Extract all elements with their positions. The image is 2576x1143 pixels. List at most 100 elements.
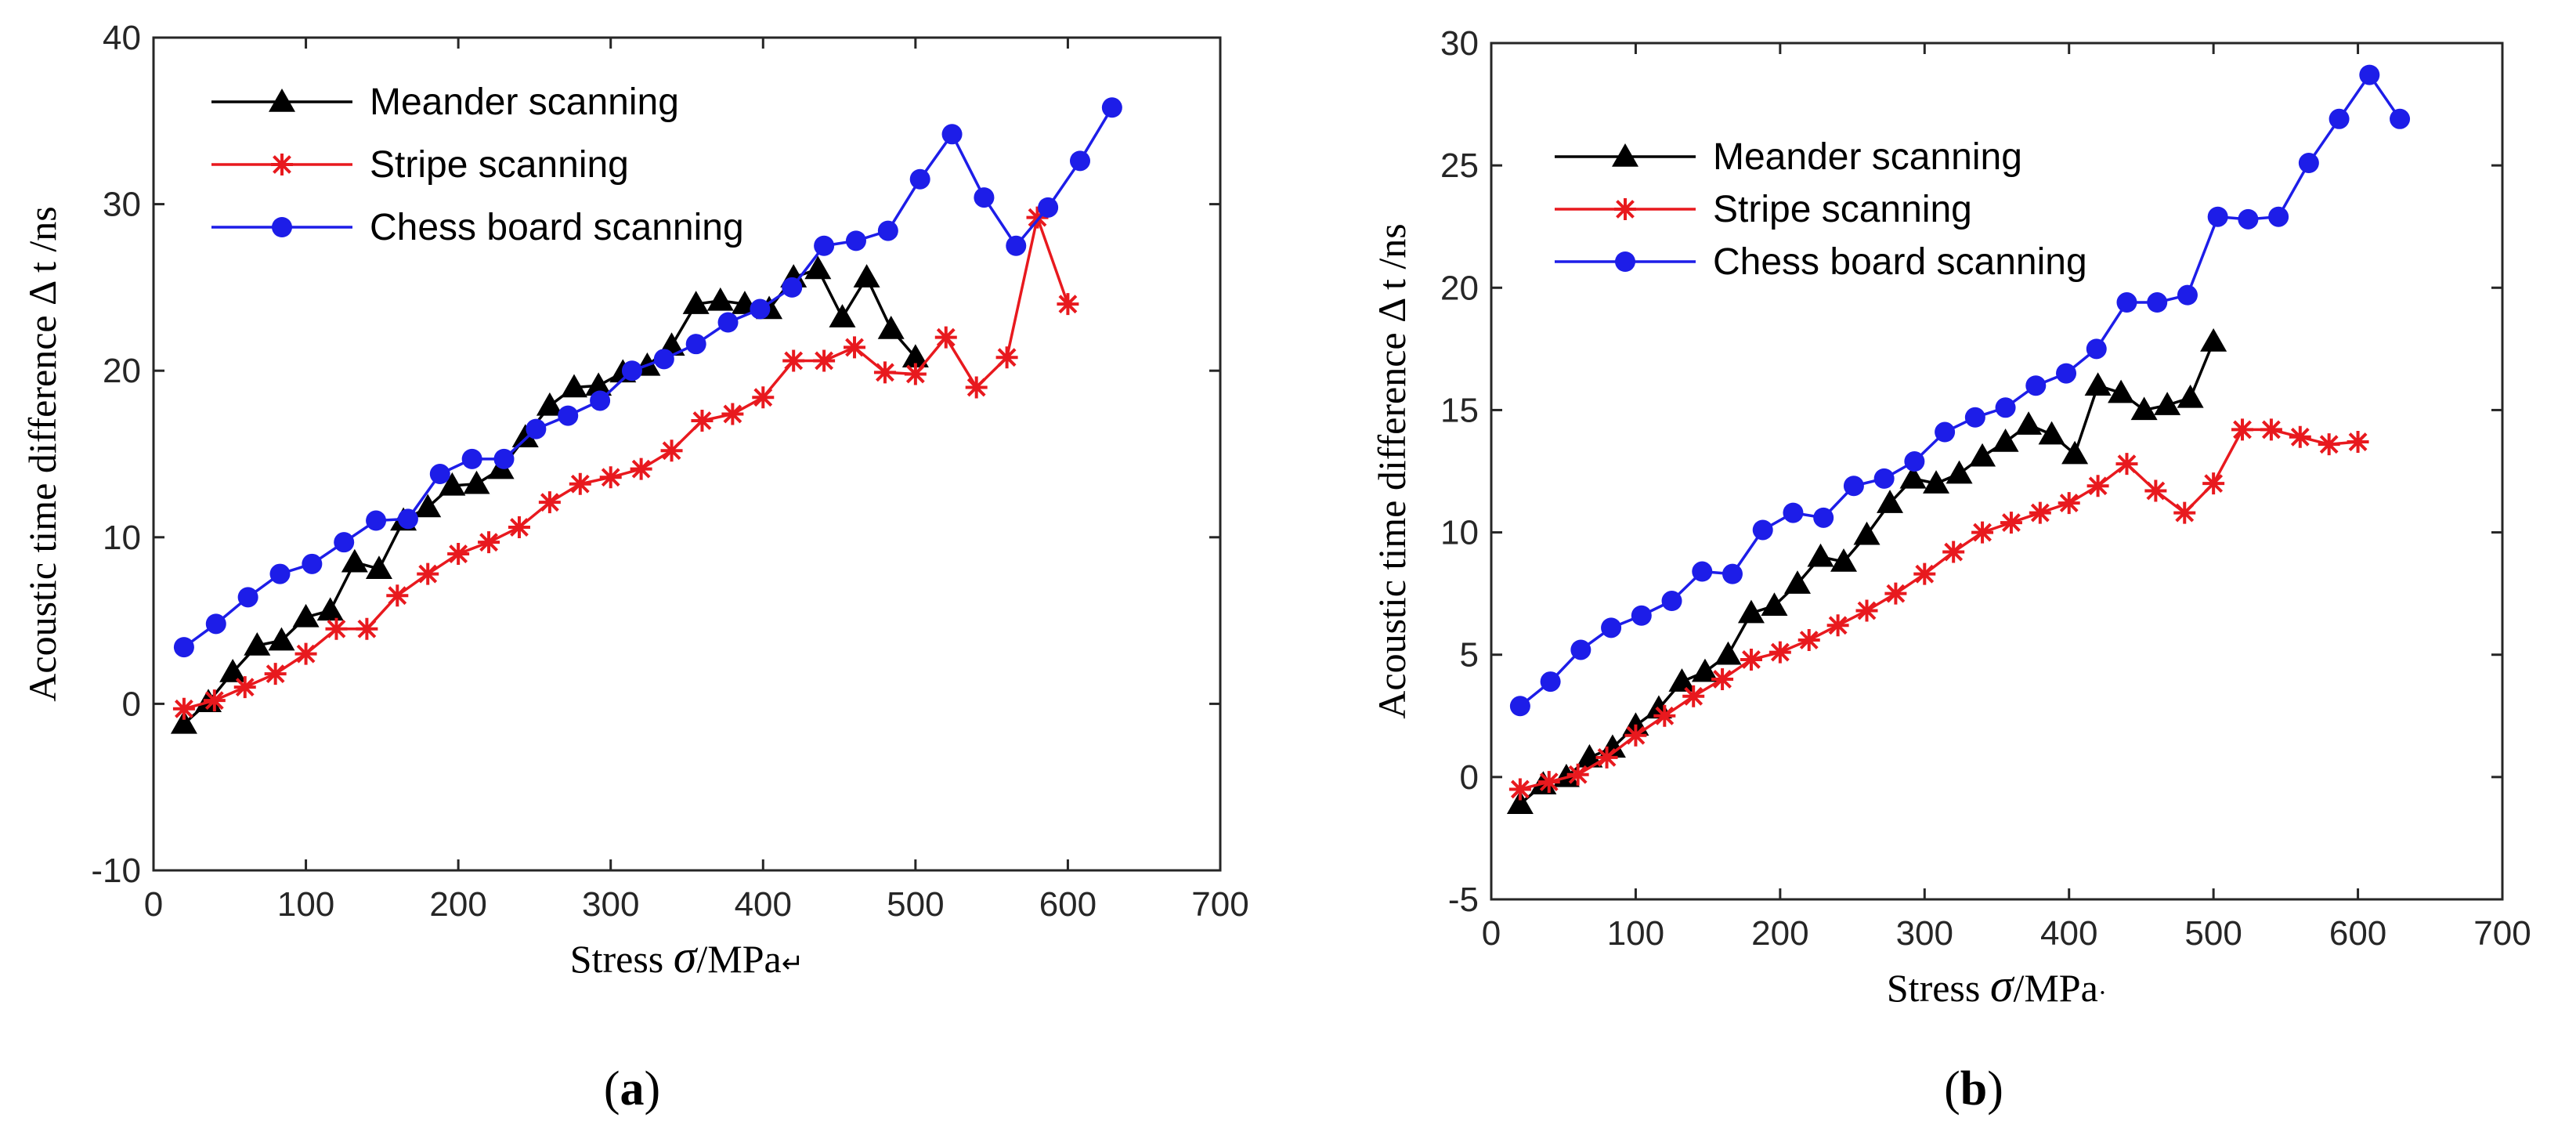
x-tick-label: 100 xyxy=(1607,914,1664,953)
data-point xyxy=(1576,743,1603,768)
data-point xyxy=(1006,235,1027,256)
legend-marker xyxy=(272,217,292,237)
data-point xyxy=(653,349,674,370)
data-point xyxy=(845,230,866,251)
data-point xyxy=(439,472,466,496)
data-point xyxy=(1631,605,1652,626)
x-axis-label: Stress σ/MPa· xyxy=(1887,960,2107,1011)
x-tick-label: 500 xyxy=(887,885,944,924)
data-point xyxy=(2359,64,2380,85)
data-point xyxy=(1509,696,1530,717)
data-point xyxy=(909,168,930,190)
data-point xyxy=(750,298,771,320)
data-point xyxy=(2260,418,2282,441)
y-tick-label: 20 xyxy=(1440,269,1479,307)
data-point xyxy=(341,548,368,573)
legend-label: Meander scanning xyxy=(370,81,679,123)
data-point xyxy=(414,494,442,518)
data-point xyxy=(2086,475,2109,497)
data-point xyxy=(585,372,612,396)
data-point xyxy=(2329,108,2350,129)
data-point xyxy=(269,563,291,584)
data-point xyxy=(1570,639,1591,660)
data-point xyxy=(508,516,530,539)
data-point xyxy=(829,304,856,327)
series-chess-board-scanning xyxy=(1509,64,2411,717)
legend-entry: Meander scanning xyxy=(1555,136,2022,178)
data-point xyxy=(1711,667,1734,690)
data-point xyxy=(1026,206,1049,229)
data-point xyxy=(814,235,835,256)
legend-marker xyxy=(271,154,293,175)
series-chess-board-scanning xyxy=(173,97,1122,658)
data-point xyxy=(366,510,387,531)
data-point xyxy=(1884,582,1907,605)
data-point xyxy=(1624,724,1647,747)
data-point xyxy=(599,466,622,489)
series-line xyxy=(183,212,1070,711)
data-point xyxy=(2108,379,2135,403)
data-point xyxy=(1740,648,1762,671)
data-point xyxy=(2025,375,2047,396)
data-point xyxy=(1769,641,1791,664)
data-point xyxy=(538,491,561,514)
y-tick-label: 5 xyxy=(1460,636,1479,675)
data-point xyxy=(316,597,344,621)
data-point xyxy=(1942,541,1965,563)
data-point xyxy=(173,637,194,658)
x-tick-label: 400 xyxy=(735,885,792,924)
data-point xyxy=(2154,392,2181,415)
legend-label: Chess board scanning xyxy=(370,207,744,248)
legend-marker xyxy=(269,89,295,112)
data-point xyxy=(569,472,591,495)
data-point xyxy=(172,697,195,720)
legend-marker xyxy=(1612,143,1638,167)
data-point xyxy=(1038,197,1059,218)
legend-marker xyxy=(1614,198,1636,220)
data-point xyxy=(558,405,579,426)
data-point xyxy=(1813,507,1834,528)
data-point xyxy=(1595,746,1618,769)
data-point xyxy=(2202,472,2225,495)
data-point xyxy=(2061,440,2089,465)
legend-label: Chess board scanning xyxy=(1713,241,2087,283)
data-point xyxy=(244,631,271,656)
data-point xyxy=(233,676,256,699)
series-stripe-scanning xyxy=(1508,418,2369,801)
data-point xyxy=(463,470,490,494)
legend-label: Meander scanning xyxy=(1713,136,2022,178)
data-point xyxy=(2084,372,2112,396)
y-tick-label: -5 xyxy=(1448,881,1479,919)
data-point xyxy=(877,220,898,241)
legend-entry: Chess board scanning xyxy=(1555,241,2087,283)
data-point xyxy=(292,603,320,628)
data-point xyxy=(1537,771,1560,794)
data-point xyxy=(268,627,295,651)
y-tick-label: 20 xyxy=(103,352,141,390)
legend-entry: Stripe scanning xyxy=(211,144,629,186)
data-point xyxy=(493,448,515,469)
y-tick-label: 25 xyxy=(1440,146,1479,185)
data-point xyxy=(1540,671,1561,693)
data-point xyxy=(1995,397,2016,418)
x-tick-label: 700 xyxy=(2473,914,2531,953)
data-point xyxy=(1853,521,1881,545)
data-point xyxy=(1783,502,1804,523)
data-point xyxy=(904,363,927,385)
data-point xyxy=(965,376,988,399)
y-tick-label: -10 xyxy=(91,852,141,890)
data-point xyxy=(2058,492,2080,515)
data-point xyxy=(901,344,929,367)
data-point xyxy=(590,390,611,411)
data-point xyxy=(706,287,734,311)
data-point xyxy=(621,360,642,382)
data-point xyxy=(1682,685,1705,707)
data-point xyxy=(721,403,744,425)
data-point xyxy=(782,349,805,372)
data-point xyxy=(561,374,588,398)
y-tick-label: 30 xyxy=(103,186,141,224)
data-point xyxy=(1714,641,1742,665)
data-point xyxy=(2177,284,2198,306)
data-point xyxy=(2147,292,2168,313)
